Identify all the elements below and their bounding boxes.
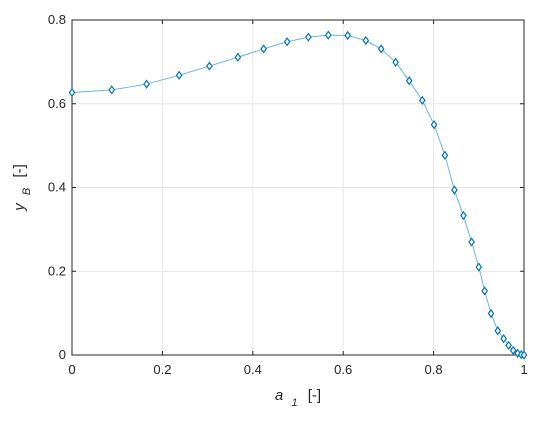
y-tick-label: 0 [59,347,66,362]
x-tick-label: 0.2 [153,362,171,377]
y-tick-label: 0.2 [48,263,66,278]
data-point [460,210,467,221]
x-axis-label: a 1 [-] [275,387,321,410]
data-point [143,79,150,89]
grid [71,19,525,356]
x-tick-label: 0 [68,362,75,377]
y-axis-label-unit: [-] [11,164,28,177]
y-tick-label: 0.8 [48,12,66,27]
x-tick-label: 0.4 [244,362,262,377]
y-tick-label: 0.6 [48,96,66,111]
x-axis-label-unit: [-] [308,387,321,404]
data-point [500,334,508,344]
x-tick-labels: 0 0.2 0.4 0.6 0.8 1 [68,362,527,377]
data-point [505,340,512,350]
data-point [324,30,332,40]
data-point [175,70,183,80]
data-point [344,30,352,41]
data-point [430,120,438,130]
y-tick-label: 0.4 [48,180,66,195]
data-point [481,286,489,296]
data-point [234,52,242,62]
y-axis-label-sub: B [21,188,33,195]
data-point [283,37,291,47]
data-point [441,150,449,160]
data-point [418,95,426,106]
y-axis-label-main: y [11,202,28,212]
plot-frame [71,19,525,356]
data-point [468,237,475,247]
data-point [305,32,312,42]
series-line [71,34,525,356]
x-tick-label: 0.6 [334,362,352,377]
x-axis-label-main: a [275,387,283,404]
data-point [377,44,385,54]
data-point [475,262,483,272]
data-point [494,326,502,336]
y-axis-label: y B [-] [11,164,34,212]
y-tick-labels: 0 0.2 0.4 0.6 0.8 [48,12,66,362]
x-axis-label-sub: 1 [291,397,297,409]
data-point [108,85,116,95]
data-point [68,87,76,98]
data-point [206,61,213,71]
data-point [362,35,370,46]
x-tick-label: 1 [520,362,527,377]
data-point [520,350,528,360]
data-point [392,57,399,67]
data-point [260,44,267,54]
data-point [509,345,517,356]
data-point [405,76,413,86]
series [68,30,528,360]
x-tick-label: 0.8 [425,362,443,377]
data-point [451,185,458,195]
data-point [487,308,495,319]
